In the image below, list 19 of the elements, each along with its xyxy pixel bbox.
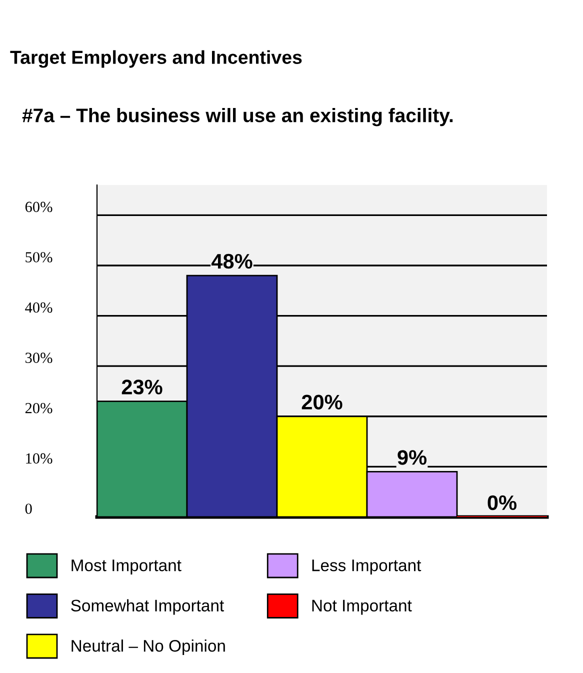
data-label: 48% [211, 254, 252, 269]
y-tick-label: 20% [25, 402, 52, 414]
chart-title: Target Employers and Incentives [10, 50, 302, 68]
y-tick-label: 40% [25, 302, 52, 313]
y-tick-label: 50% [26, 252, 52, 262]
legend-label: Not Important [312, 600, 412, 615]
legend-label: Neutral – No Opinion [72, 640, 225, 656]
y-tick-label: 60% [25, 202, 52, 212]
legend-label: Less Important [312, 560, 422, 575]
y-tick-label: 30% [26, 352, 52, 364]
data-label: 23% [122, 380, 162, 394]
chart-subtitle: #7a – The business will use an existing facility. [22, 108, 453, 126]
data-label: 9% [398, 450, 427, 465]
legend-label: Most Important [72, 560, 182, 575]
y-tick-label: 0 [25, 504, 32, 514]
data-label: 0% [488, 495, 517, 510]
legend-label: Somewhat Important [71, 599, 224, 615]
data-label: 20% [302, 394, 342, 410]
y-tick-label: 10% [26, 453, 52, 464]
